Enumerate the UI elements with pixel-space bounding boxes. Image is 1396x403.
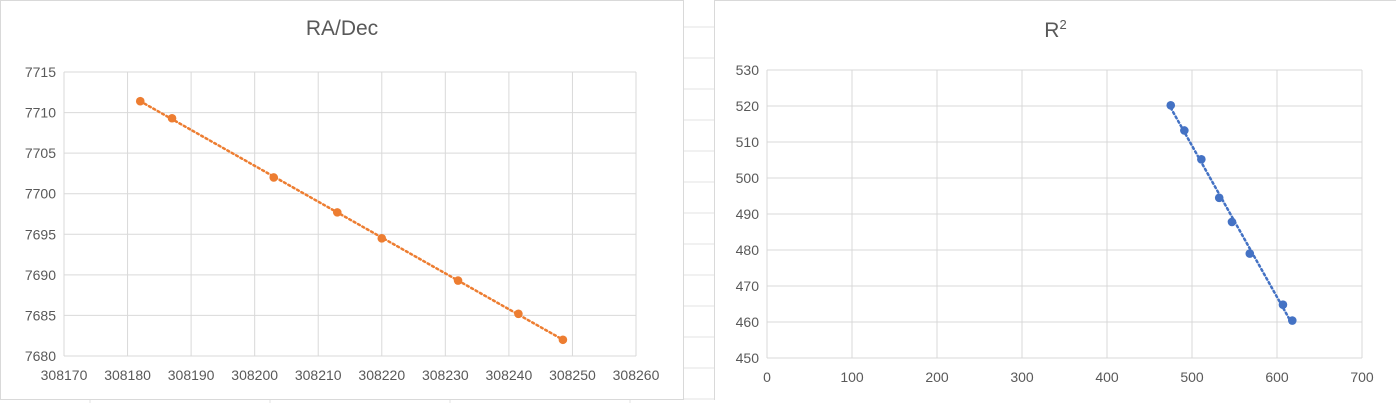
radec-y-tick-7: 7715 [25, 64, 56, 80]
r2-data-point-0 [1166, 100, 1176, 110]
r2-title-superscript: 2 [1059, 17, 1067, 32]
radec-x-tick-8: 308250 [549, 367, 596, 383]
radec-x-tick-5: 308220 [358, 367, 405, 383]
r2-x-tick-5: 500 [1180, 369, 1204, 385]
radec-data-point-6 [514, 309, 523, 319]
r2-x-tick-3: 300 [1010, 369, 1034, 385]
r2-data-point-6 [1278, 300, 1288, 310]
radec-x-tick-1: 308180 [104, 367, 151, 383]
r2-trendline [1169, 106, 1294, 326]
r2-y-tick-7: 520 [736, 98, 760, 114]
radec-y-tick-4: 7700 [25, 186, 56, 202]
radec-x-tick-9: 308260 [613, 367, 660, 383]
r2-data-point-4 [1227, 217, 1237, 227]
radec-x-tick-7: 308240 [486, 367, 533, 383]
r2-x-tick-7: 700 [1350, 369, 1374, 385]
r2-y-tick-6: 510 [736, 134, 760, 150]
r2-chart-title: R2 [715, 17, 1396, 43]
r2-y-tick-5: 500 [736, 170, 760, 186]
r2-y-tick-8: 530 [736, 62, 760, 78]
r2-data-point-2 [1197, 154, 1206, 164]
r2-x-tick-2: 200 [925, 369, 949, 385]
r2-y-tick-2: 470 [736, 278, 760, 294]
radec-y-tick-3: 7695 [25, 226, 56, 242]
r2-data-point-1 [1180, 126, 1189, 135]
r2-x-tick-4: 400 [1095, 369, 1119, 385]
radec-x-tick-4: 308210 [295, 367, 342, 383]
radec-trendline [139, 99, 565, 341]
radec-chart[interactable]: RA/Dec 7680 7685 7690 7695 7700 7705 7710 7715 3… [0, 0, 684, 400]
radec-data-point-7 [558, 335, 568, 345]
radec-y-tick-2: 7690 [25, 267, 56, 283]
r2-title-main: R [1044, 19, 1060, 42]
radec-data-point-3 [332, 208, 342, 217]
r2-chart[interactable]: R2 450 460 470 480 490 500 510 520 530 0 100 200 300… [714, 0, 1396, 400]
r2-y-tick-4: 490 [736, 206, 760, 222]
r2-data-point-5 [1245, 249, 1255, 258]
radec-x-tick-2: 308190 [168, 367, 215, 383]
radec-y-tick-1: 7685 [25, 307, 56, 323]
radec-data-point-0 [135, 96, 145, 106]
r2-y-tick-1: 460 [736, 314, 760, 330]
radec-y-tick-5: 7705 [25, 145, 56, 161]
r2-y-tick-3: 480 [736, 242, 760, 258]
r2-x-tick-6: 600 [1265, 369, 1289, 385]
radec-plot-area: 7680 7685 7690 7695 7700 7705 7710 7715 308170 30… [25, 64, 660, 383]
r2-x-tick-1: 100 [840, 369, 864, 385]
radec-chart-title: RA/Dec [305, 17, 379, 40]
r2-data-point-7 [1288, 316, 1297, 325]
r2-y-tick-0: 450 [736, 350, 760, 366]
radec-data-point-1 [167, 113, 177, 123]
r2-plot-area: 450 460 470 480 490 500 510 520 530 0 100 200 300 400… [736, 62, 1374, 385]
radec-data-point-4 [377, 234, 387, 243]
radec-x-tick-6: 308230 [422, 367, 469, 383]
radec-data-point-5 [453, 276, 463, 285]
radec-data-point-2 [269, 173, 279, 182]
radec-x-tick-0: 308170 [41, 367, 88, 383]
r2-data-point-3 [1214, 193, 1224, 203]
radec-x-tick-3: 308200 [231, 367, 278, 383]
r2-x-tick-0: 0 [763, 369, 771, 385]
radec-y-tick-0: 7680 [25, 348, 56, 364]
radec-y-tick-6: 7710 [25, 105, 56, 121]
